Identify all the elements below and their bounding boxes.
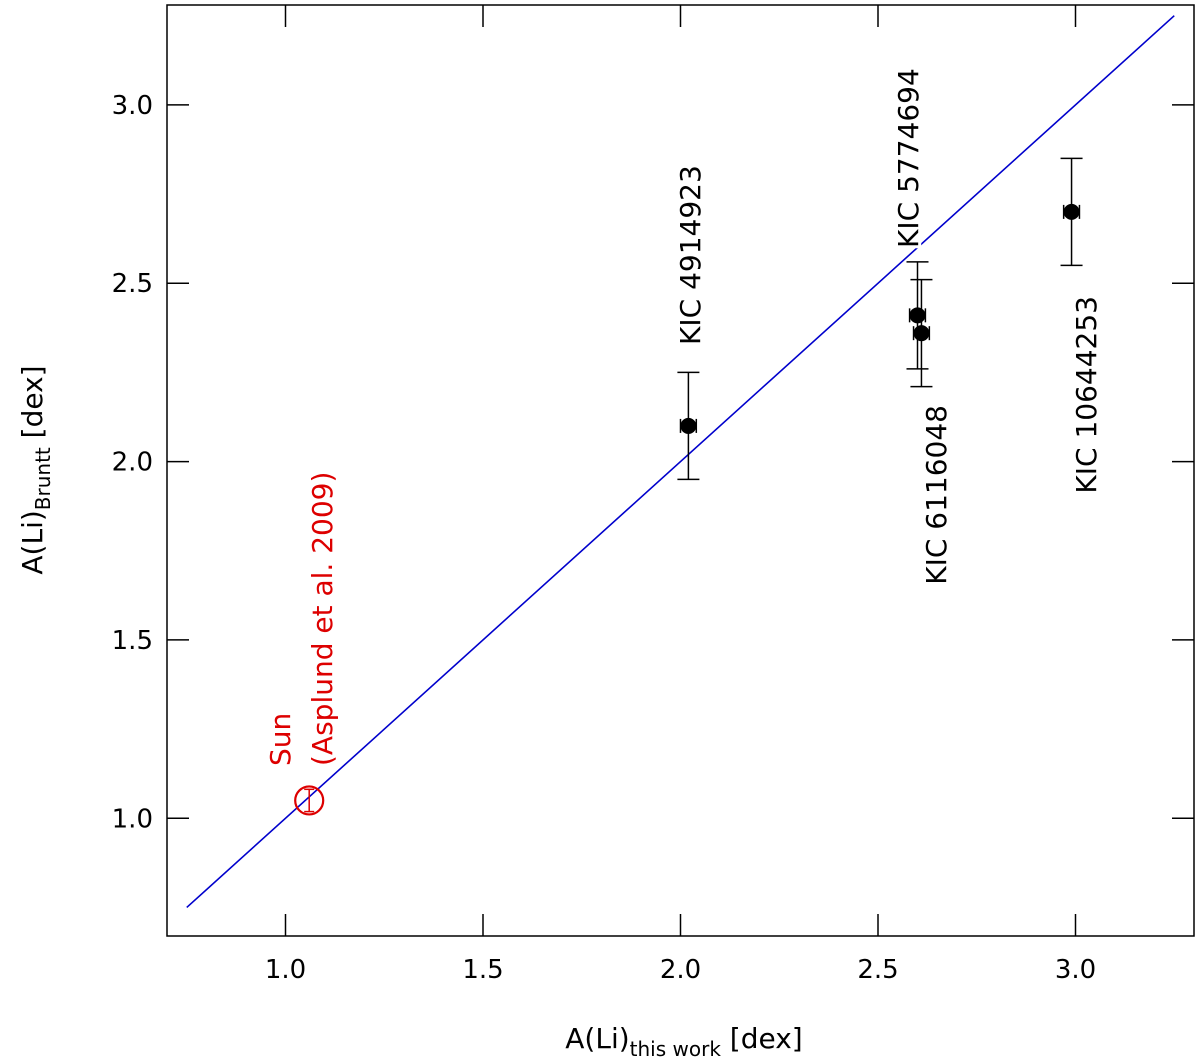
x-tick-label: 2.5: [857, 955, 898, 985]
y-tick-label: 1.0: [112, 804, 153, 834]
data-point-3: [910, 278, 933, 388]
identity-line: [186, 15, 1175, 909]
identity-line-layer: [186, 15, 1175, 909]
y-tick-label: 2.5: [112, 269, 153, 299]
point-label-3: KIC 6116048: [920, 405, 953, 585]
plot-frame: [166, 4, 1195, 937]
x-tick-label: 1.0: [265, 955, 306, 985]
y-axis-label: A(Li)Bruntt [dex]: [16, 365, 55, 574]
x-tick-label: 1.5: [462, 955, 503, 985]
point-marker: [1063, 203, 1080, 220]
y-tick-label: 1.5: [112, 626, 153, 656]
x-tick-label: 3.0: [1055, 955, 1096, 985]
data-point-4: [1060, 157, 1083, 267]
point-marker: [909, 307, 926, 324]
sun-label-line2: (Asplund et al. 2009): [306, 472, 339, 766]
point-marker: [913, 325, 930, 342]
x-axis-label: A(Li)this work [dex]: [565, 1022, 802, 1061]
data-point-2: [906, 261, 929, 370]
y-tick-label: 3.0: [112, 91, 153, 121]
sun-label-line1: Sun: [264, 713, 297, 766]
data-point-1: [677, 371, 700, 481]
point-label-1: KIC 4914923: [674, 165, 707, 345]
point-labels-layer: KIC 4914923 KIC 5774694 KIC 6116048 KIC 106…: [264, 65, 1103, 766]
point-label-2: KIC 5774694: [892, 68, 925, 248]
point-marker: [680, 417, 697, 434]
x-tick-label: 2.0: [660, 955, 701, 985]
axis-ticks: 1.0 1.5 2.0 2.5 3.0 1.0 1.5 2.0 2.5 3.0: [112, 5, 1194, 985]
data-points-layer: [294, 157, 1083, 816]
y-tick-label: 2.0: [112, 448, 153, 478]
point-label-4: KIC 10644253: [1070, 296, 1103, 494]
sun-point: [294, 785, 325, 816]
sun-marker: [294, 785, 325, 816]
